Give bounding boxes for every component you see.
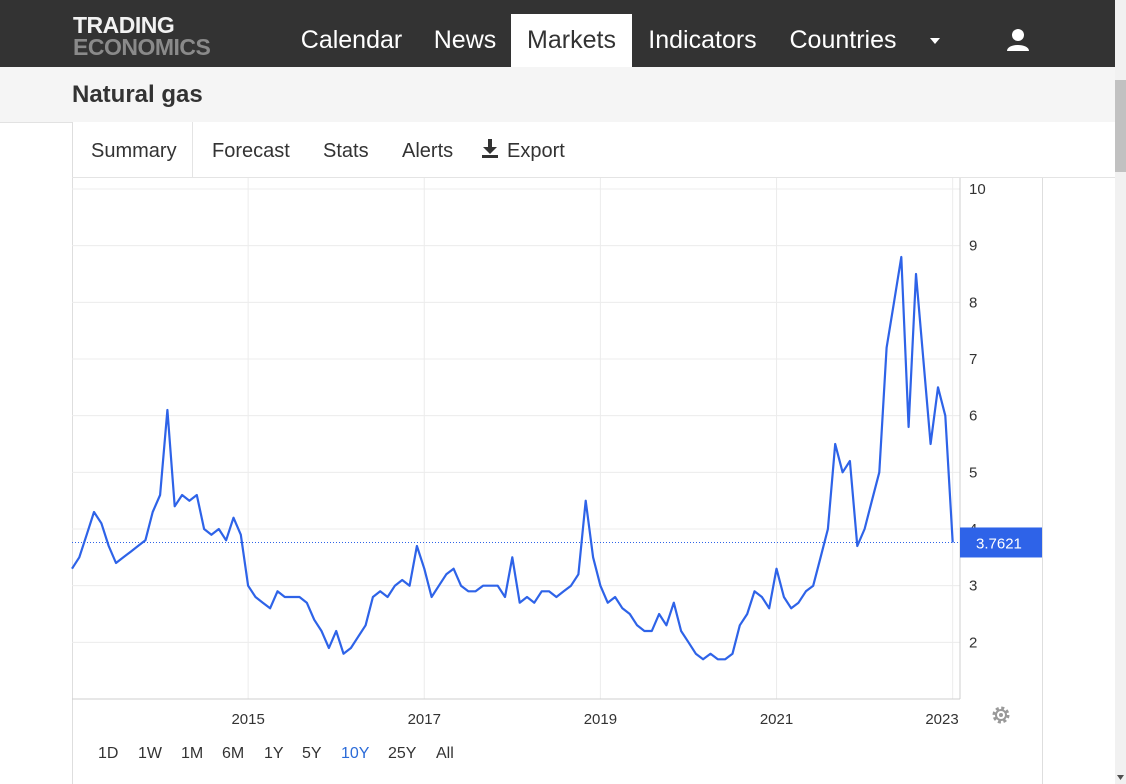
page-title-bar xyxy=(0,67,1115,123)
series-line-natural-gas[interactable] xyxy=(71,255,954,661)
range-10y-button[interactable]: 10Y xyxy=(341,745,370,762)
y-tick-label: 6 xyxy=(969,408,977,425)
caret-down-icon[interactable] xyxy=(925,28,945,52)
tabs-bar xyxy=(72,122,1115,178)
range-1m-button[interactable]: 1M xyxy=(181,745,204,762)
tab-stats[interactable]: Stats xyxy=(323,140,369,162)
range-25y-button[interactable]: 25Y xyxy=(388,745,417,762)
nav-calendar[interactable]: Calendar xyxy=(300,26,403,54)
x-tick-label: 2017 xyxy=(408,711,441,728)
y-tick-label: 9 xyxy=(969,238,977,255)
range-6m-button[interactable]: 6M xyxy=(222,745,245,762)
range-all-button[interactable]: All xyxy=(436,745,454,762)
tab-summary[interactable]: Summary xyxy=(91,140,177,162)
y-tick-label: 3 xyxy=(969,578,977,595)
user-icon[interactable] xyxy=(1004,26,1032,54)
y-tick-label: 10 xyxy=(969,181,986,198)
tab-divider xyxy=(192,122,193,177)
nav-news[interactable]: News xyxy=(433,26,497,54)
nav-indicators[interactable]: Indicators xyxy=(648,26,757,54)
tabs-left-border xyxy=(72,122,73,177)
logo-line-1: TRADING xyxy=(73,12,175,38)
x-tick-label: 2023 xyxy=(925,711,958,728)
page-scrollbar[interactable] xyxy=(1115,0,1126,784)
range-5y-button[interactable]: 5Y xyxy=(302,745,322,762)
last-price-label-box xyxy=(960,527,1042,558)
tab-forecast[interactable]: Forecast xyxy=(212,140,290,162)
chart-frame xyxy=(72,178,1043,784)
y-tick-label: 8 xyxy=(969,294,977,311)
x-tick-label: 2019 xyxy=(584,711,617,728)
trading-economics-logo[interactable]: TRADING ECONOMICS xyxy=(73,14,248,60)
x-tick-label: 2015 xyxy=(231,711,264,728)
y-tick-label: 5 xyxy=(969,464,977,481)
y-tick-label: 2 xyxy=(969,634,977,651)
last-price-label: 3.7621 xyxy=(976,535,1022,552)
nav-countries[interactable]: Countries xyxy=(789,26,897,54)
download-icon[interactable] xyxy=(481,138,499,158)
x-tick-label: 2021 xyxy=(760,711,793,728)
range-1d-button[interactable]: 1D xyxy=(98,745,119,762)
y-tick-label: 7 xyxy=(969,351,977,368)
nav-markets[interactable]: Markets xyxy=(511,14,632,67)
scrollbar-thumb[interactable] xyxy=(1115,80,1126,172)
gear-icon[interactable] xyxy=(990,704,1012,726)
vertical-gridlines xyxy=(247,178,954,699)
tab-export[interactable]: Export xyxy=(507,140,565,162)
logo-line-2: ECONOMICS xyxy=(73,34,211,60)
range-1w-button[interactable]: 1W xyxy=(138,745,162,762)
range-1y-button[interactable]: 1Y xyxy=(264,745,284,762)
tab-alerts[interactable]: Alerts xyxy=(402,140,454,162)
scroll-down-arrow-icon[interactable] xyxy=(1115,770,1126,784)
x-axis-ticks: 2015 2017 2019 2021 2023 xyxy=(231,711,958,728)
page-title: Natural gas xyxy=(72,81,203,108)
